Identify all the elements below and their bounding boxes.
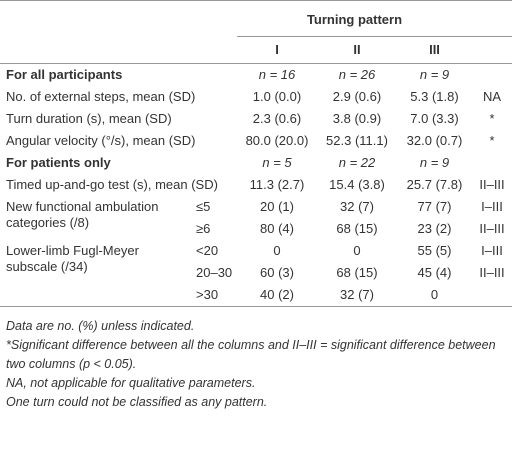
section-row: For patients only n = 5 n = 22 n = 9 [0,152,512,174]
cell-value: 68 (15) [336,265,378,280]
cell-value: 32.0 (0.7) [406,133,463,148]
cell-value: 60 (3) [260,265,294,280]
cell-value: 55 (5) [417,243,452,258]
significance: II–III [479,177,505,192]
cell-value: 80 (4) [260,221,294,236]
table-row: No. of external steps, mean (SD) 1.0 (0.0… [0,86,512,108]
cell-value: 45 (4) [417,265,452,280]
column-header: II [317,36,397,64]
significance: * [489,133,495,148]
empty-cell [472,152,512,174]
cell-value: 32 (7) [340,199,374,214]
row-sublabel: ≤5 [196,199,211,214]
significance: * [489,111,495,126]
significance: II–III [479,221,505,236]
cell-value: 23 (2) [417,221,452,236]
group-header: Turning pattern [237,0,473,37]
table-row: Turn duration (s), mean (SD) 2.3 (0.6) 3.8… [0,108,512,130]
footnote: NA, not applicable for qualitative param… [6,376,256,390]
footnotes: Data are no. (%) unless indicated. *Signi… [0,307,512,412]
cell-value: 20 (1) [260,199,294,214]
cell-value: 0 [430,287,439,302]
significance: I–III [481,243,503,258]
cell-value: 7.0 (3.3) [410,111,459,126]
table-row: 20–30 60 (3) 68 (15) 45 (4) II–III [0,262,512,284]
footnote: *Significant difference between all the … [6,338,496,371]
row-label: Timed up-and-go test (s), mean (SD) [6,177,218,192]
cell-value: 80.0 (20.0) [245,133,309,148]
table-row: New functional ambulation categories (/8… [0,196,512,230]
section-row: For all participants n = 16 n = 26 n = 9 [0,64,512,87]
cell-value: 15.4 (3.8) [329,177,385,192]
table-row: ≥6 80 (4) 68 (15) 23 (2) II–III [0,218,512,240]
row-sublabel: 20–30 [196,265,233,280]
table-row: Timed up-and-go test (s), mean (SD) 11.3 … [0,174,512,196]
significance: I–III [481,199,503,214]
cell-value: 40 (2) [260,287,294,302]
column-header: III [397,36,473,64]
cell-value: 68 (15) [336,221,378,236]
cell-value: 3.8 (0.9) [332,111,382,126]
sample-size: n = 9 [419,67,450,82]
data-table: Turning pattern I II III For all participa… [0,0,512,307]
cell-value: 0 [273,243,281,258]
row-label: No. of external steps, mean (SD) [6,89,196,104]
cell-value: 0 [353,243,361,258]
column-header: I [237,36,317,64]
cell-value: 11.3 (2.7) [249,177,305,192]
cell-value: 77 (7) [417,199,452,214]
significance: II–III [479,265,505,280]
empty-cell [472,284,512,307]
row-label: Lower-limb Fugl-Meyer subscale (/34) [6,243,139,274]
footnote: Data are no. (%) unless indicated. [6,319,195,333]
sample-size: n = 16 [258,67,296,82]
column-header-row: I II III [0,36,512,64]
sample-size: n = 26 [338,67,376,82]
column-header-empty [472,36,512,64]
section-title: For all participants [6,67,123,82]
row-sublabel: >30 [196,287,219,302]
footnote: One turn could not be classified as any … [6,395,268,409]
table-row: Lower-limb Fugl-Meyer subscale (/34) <20 0… [0,240,512,274]
cell-value: 1.0 (0.0) [252,89,302,104]
cell-value: 25.7 (7.8) [406,177,463,192]
cell-value: 2.9 (0.6) [332,89,382,104]
header-row: Turning pattern [0,0,512,37]
cell-value: 52.3 (11.1) [326,133,388,148]
row-sublabel: <20 [196,243,219,258]
sample-size: n = 22 [338,155,376,170]
sample-size: n = 5 [262,155,292,170]
table-body: For all participants n = 16 n = 26 n = 9 No.… [0,64,512,307]
row-label: New functional ambulation categories (/8… [6,199,159,230]
cell-value: 5.3 (1.8) [410,89,459,104]
cell-value: 32 (7) [340,287,374,302]
table-row: >30 40 (2) 32 (7) 0 [0,284,512,307]
row-label: Angular velocity (°/s), mean (SD) [6,133,196,148]
empty-cell [472,64,512,87]
cell-value: 2.3 (0.6) [252,111,302,126]
row-label: Turn duration (s), mean (SD) [6,111,172,126]
row-sublabel: ≥6 [196,221,211,236]
sample-size: n = 9 [419,155,450,170]
section-title: For patients only [6,155,111,170]
table-row: Angular velocity (°/s), mean (SD) 80.0 (2… [0,130,512,152]
significance: NA [482,89,502,104]
